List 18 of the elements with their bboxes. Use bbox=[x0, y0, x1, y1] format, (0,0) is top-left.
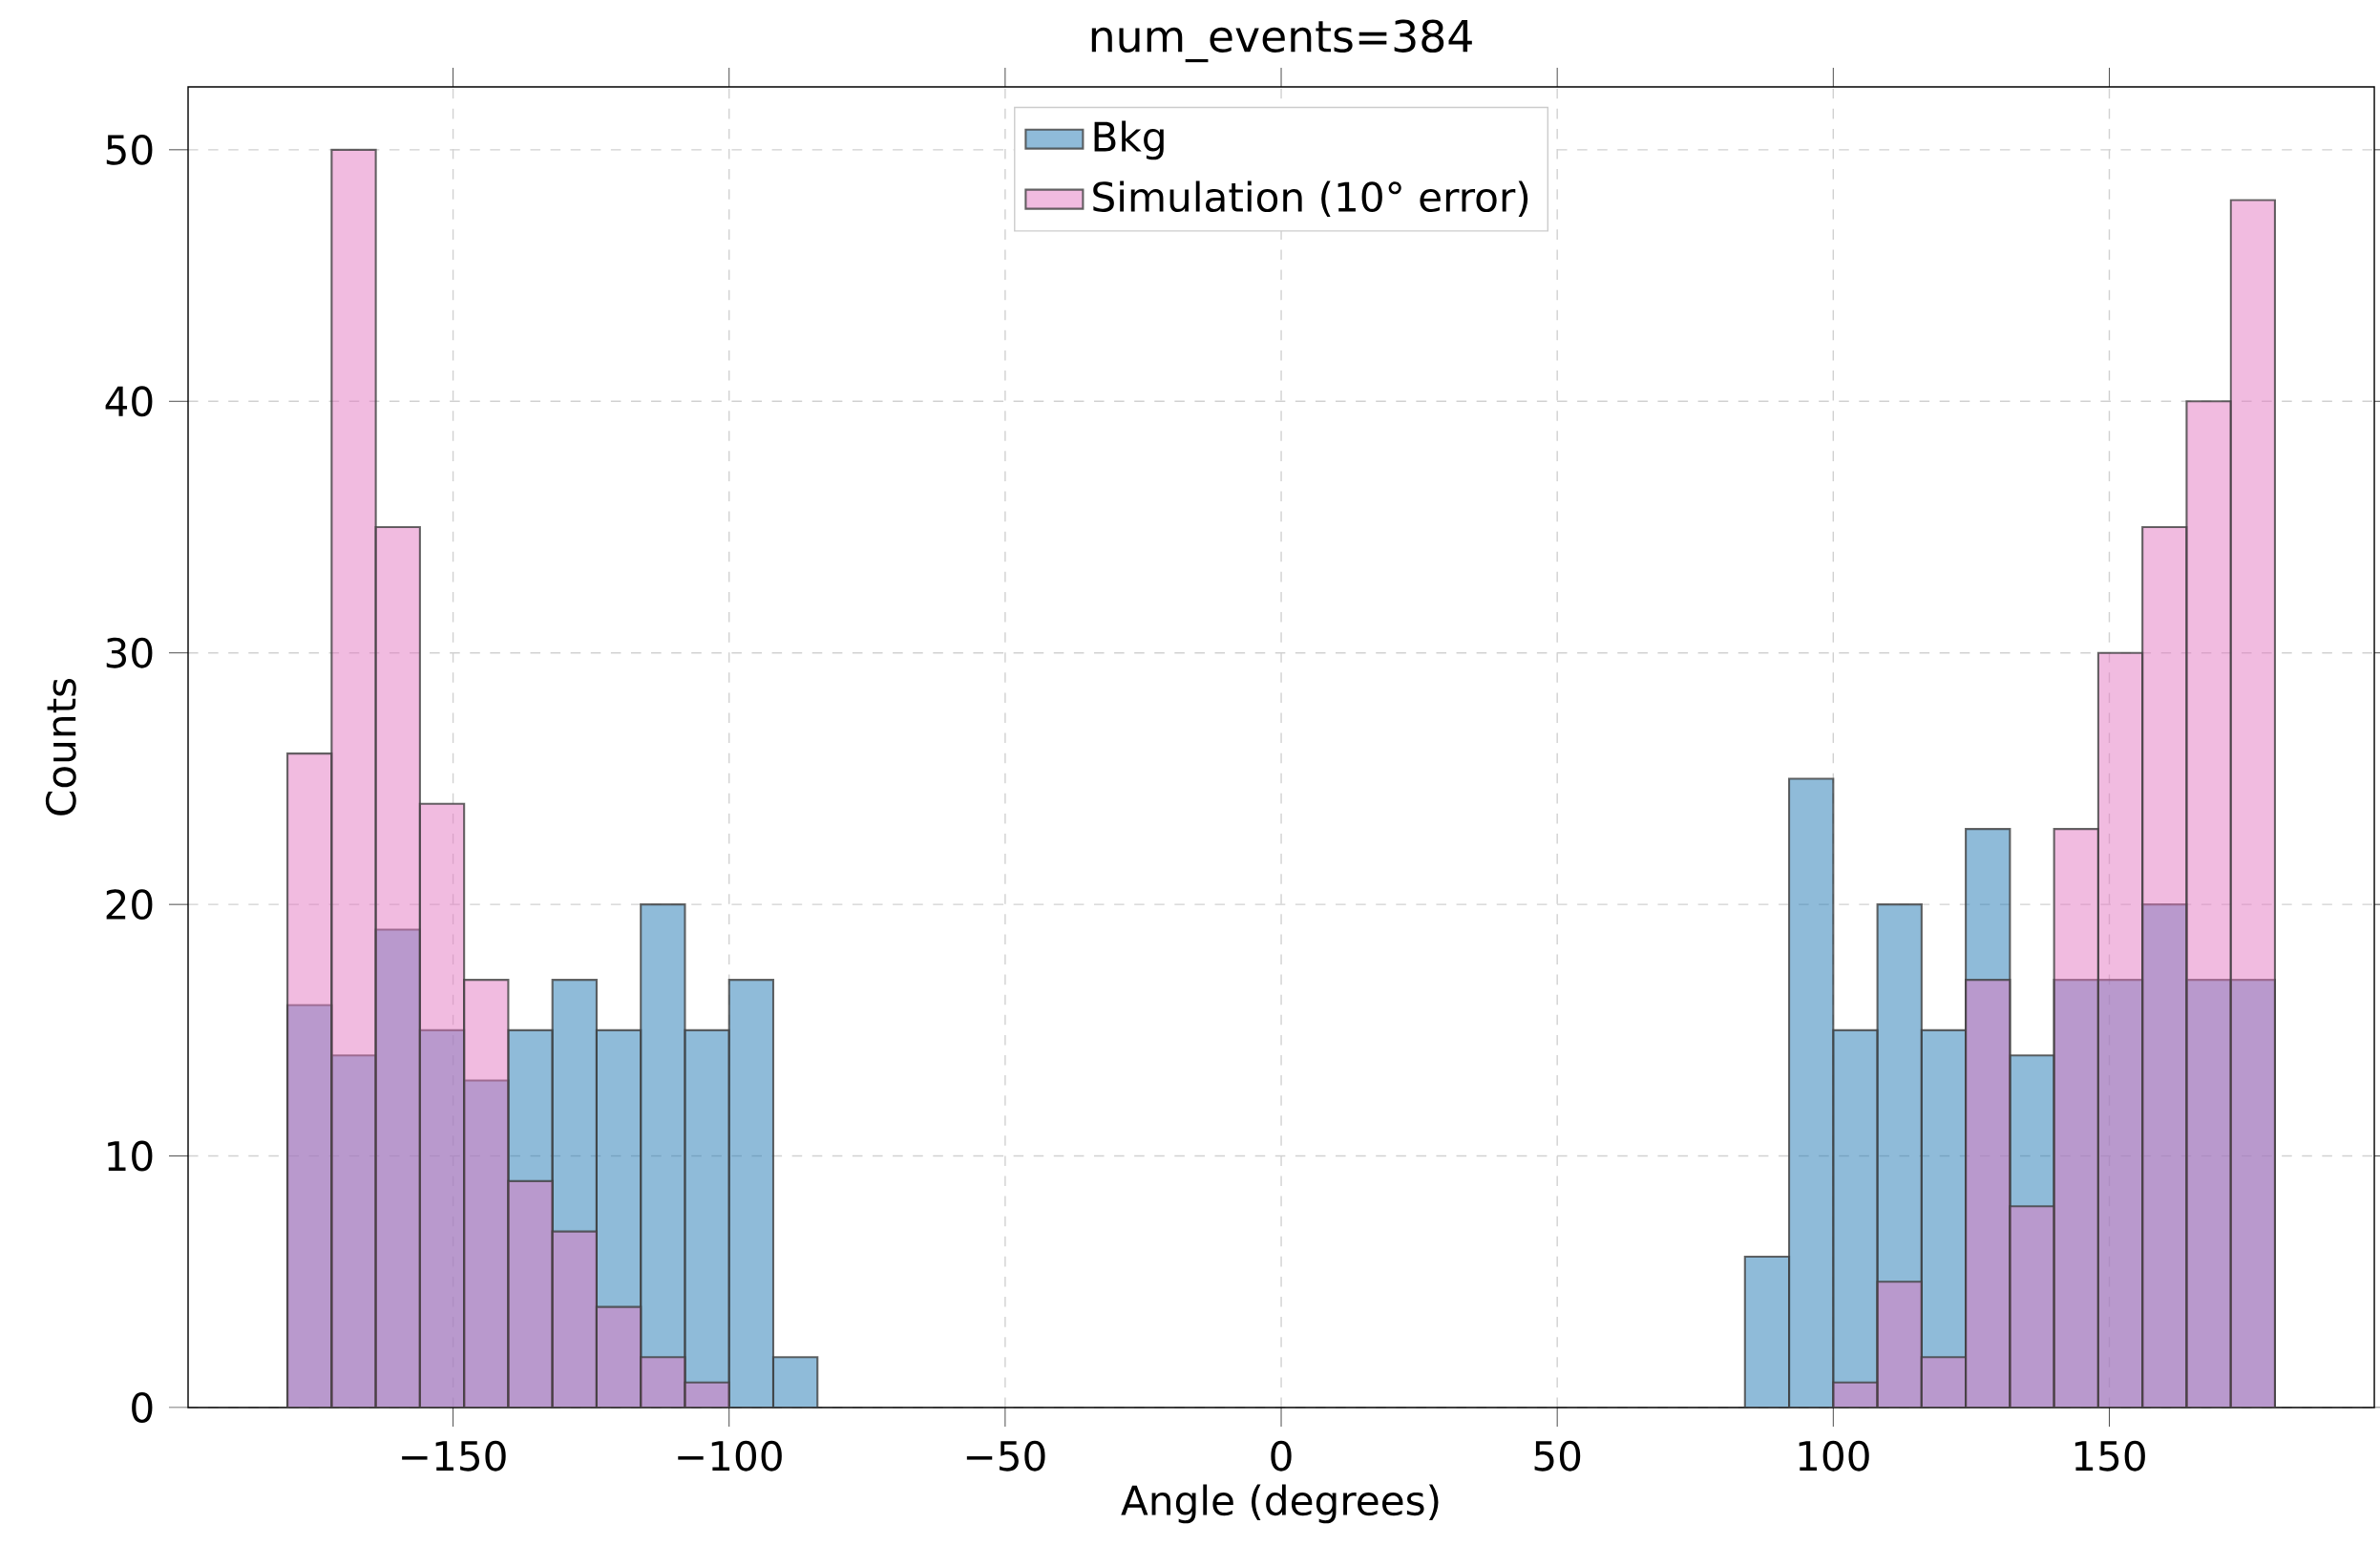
y-axis-title: Counts bbox=[45, 678, 76, 815]
x-tick-label: 0 bbox=[1271, 1440, 1292, 1472]
x-tick-label: −150 bbox=[402, 1440, 506, 1472]
x-tick-label: −50 bbox=[966, 1440, 1045, 1472]
x-tick-label: 100 bbox=[1799, 1440, 1869, 1472]
legend-label: Bkg bbox=[1094, 120, 1164, 160]
y-tick-label: 10 bbox=[108, 1140, 153, 1172]
y-tick-label: 40 bbox=[105, 386, 153, 417]
x-tick-label: −100 bbox=[678, 1440, 782, 1472]
y-tick-label: 0 bbox=[132, 1392, 153, 1423]
legend-label: Simulation (10° error) bbox=[1093, 180, 1528, 218]
x-axis-title: Angle (degrees) bbox=[1121, 1484, 1439, 1524]
y-tick-label: 30 bbox=[106, 637, 153, 668]
y-tick-label: 20 bbox=[106, 889, 153, 921]
x-tick-label: 50 bbox=[1534, 1440, 1581, 1472]
x-tick-label: 150 bbox=[2075, 1440, 2145, 1472]
y-tick-label: 50 bbox=[106, 134, 153, 165]
chart-title: num_events=384 bbox=[1091, 19, 1472, 63]
